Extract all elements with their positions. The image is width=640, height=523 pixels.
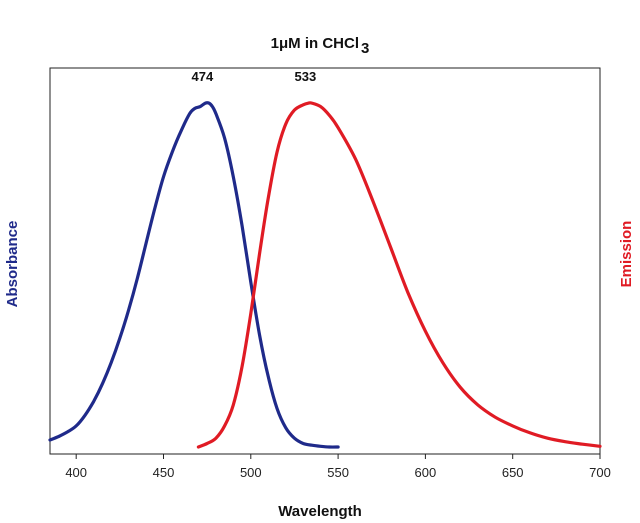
series-line-emission <box>196 101 602 449</box>
y-axis-label-emission: Emission <box>618 221 635 288</box>
peak-label-emission: 533 <box>295 69 317 84</box>
plot-frame <box>49 67 601 455</box>
chart-title-subscript: 3 <box>361 40 369 57</box>
x-tick-label: 550 <box>327 465 349 480</box>
peak-label-absorbance: 474 <box>192 69 214 84</box>
chart-title-main: 1μM in CHCl <box>271 35 359 52</box>
x-tick-label: 600 <box>415 465 437 480</box>
x-tick-label: 500 <box>240 465 262 480</box>
series-layer <box>48 101 602 449</box>
x-tick-label: 450 <box>153 465 175 480</box>
x-tick-label: 650 <box>502 465 524 480</box>
peak-labels: 474 533 <box>192 69 317 84</box>
chart-title: 1μM in CHCl 3 <box>271 35 370 57</box>
x-axis-ticks: 400 450 500 550 600 650 700 <box>65 454 611 480</box>
y-axis-label-absorbance: Absorbance <box>4 221 21 308</box>
x-tick-label: 400 <box>65 465 87 480</box>
x-tick-label: 700 <box>589 465 611 480</box>
series-line-absorbance <box>48 101 340 449</box>
x-axis-label: Wavelength <box>278 503 362 520</box>
